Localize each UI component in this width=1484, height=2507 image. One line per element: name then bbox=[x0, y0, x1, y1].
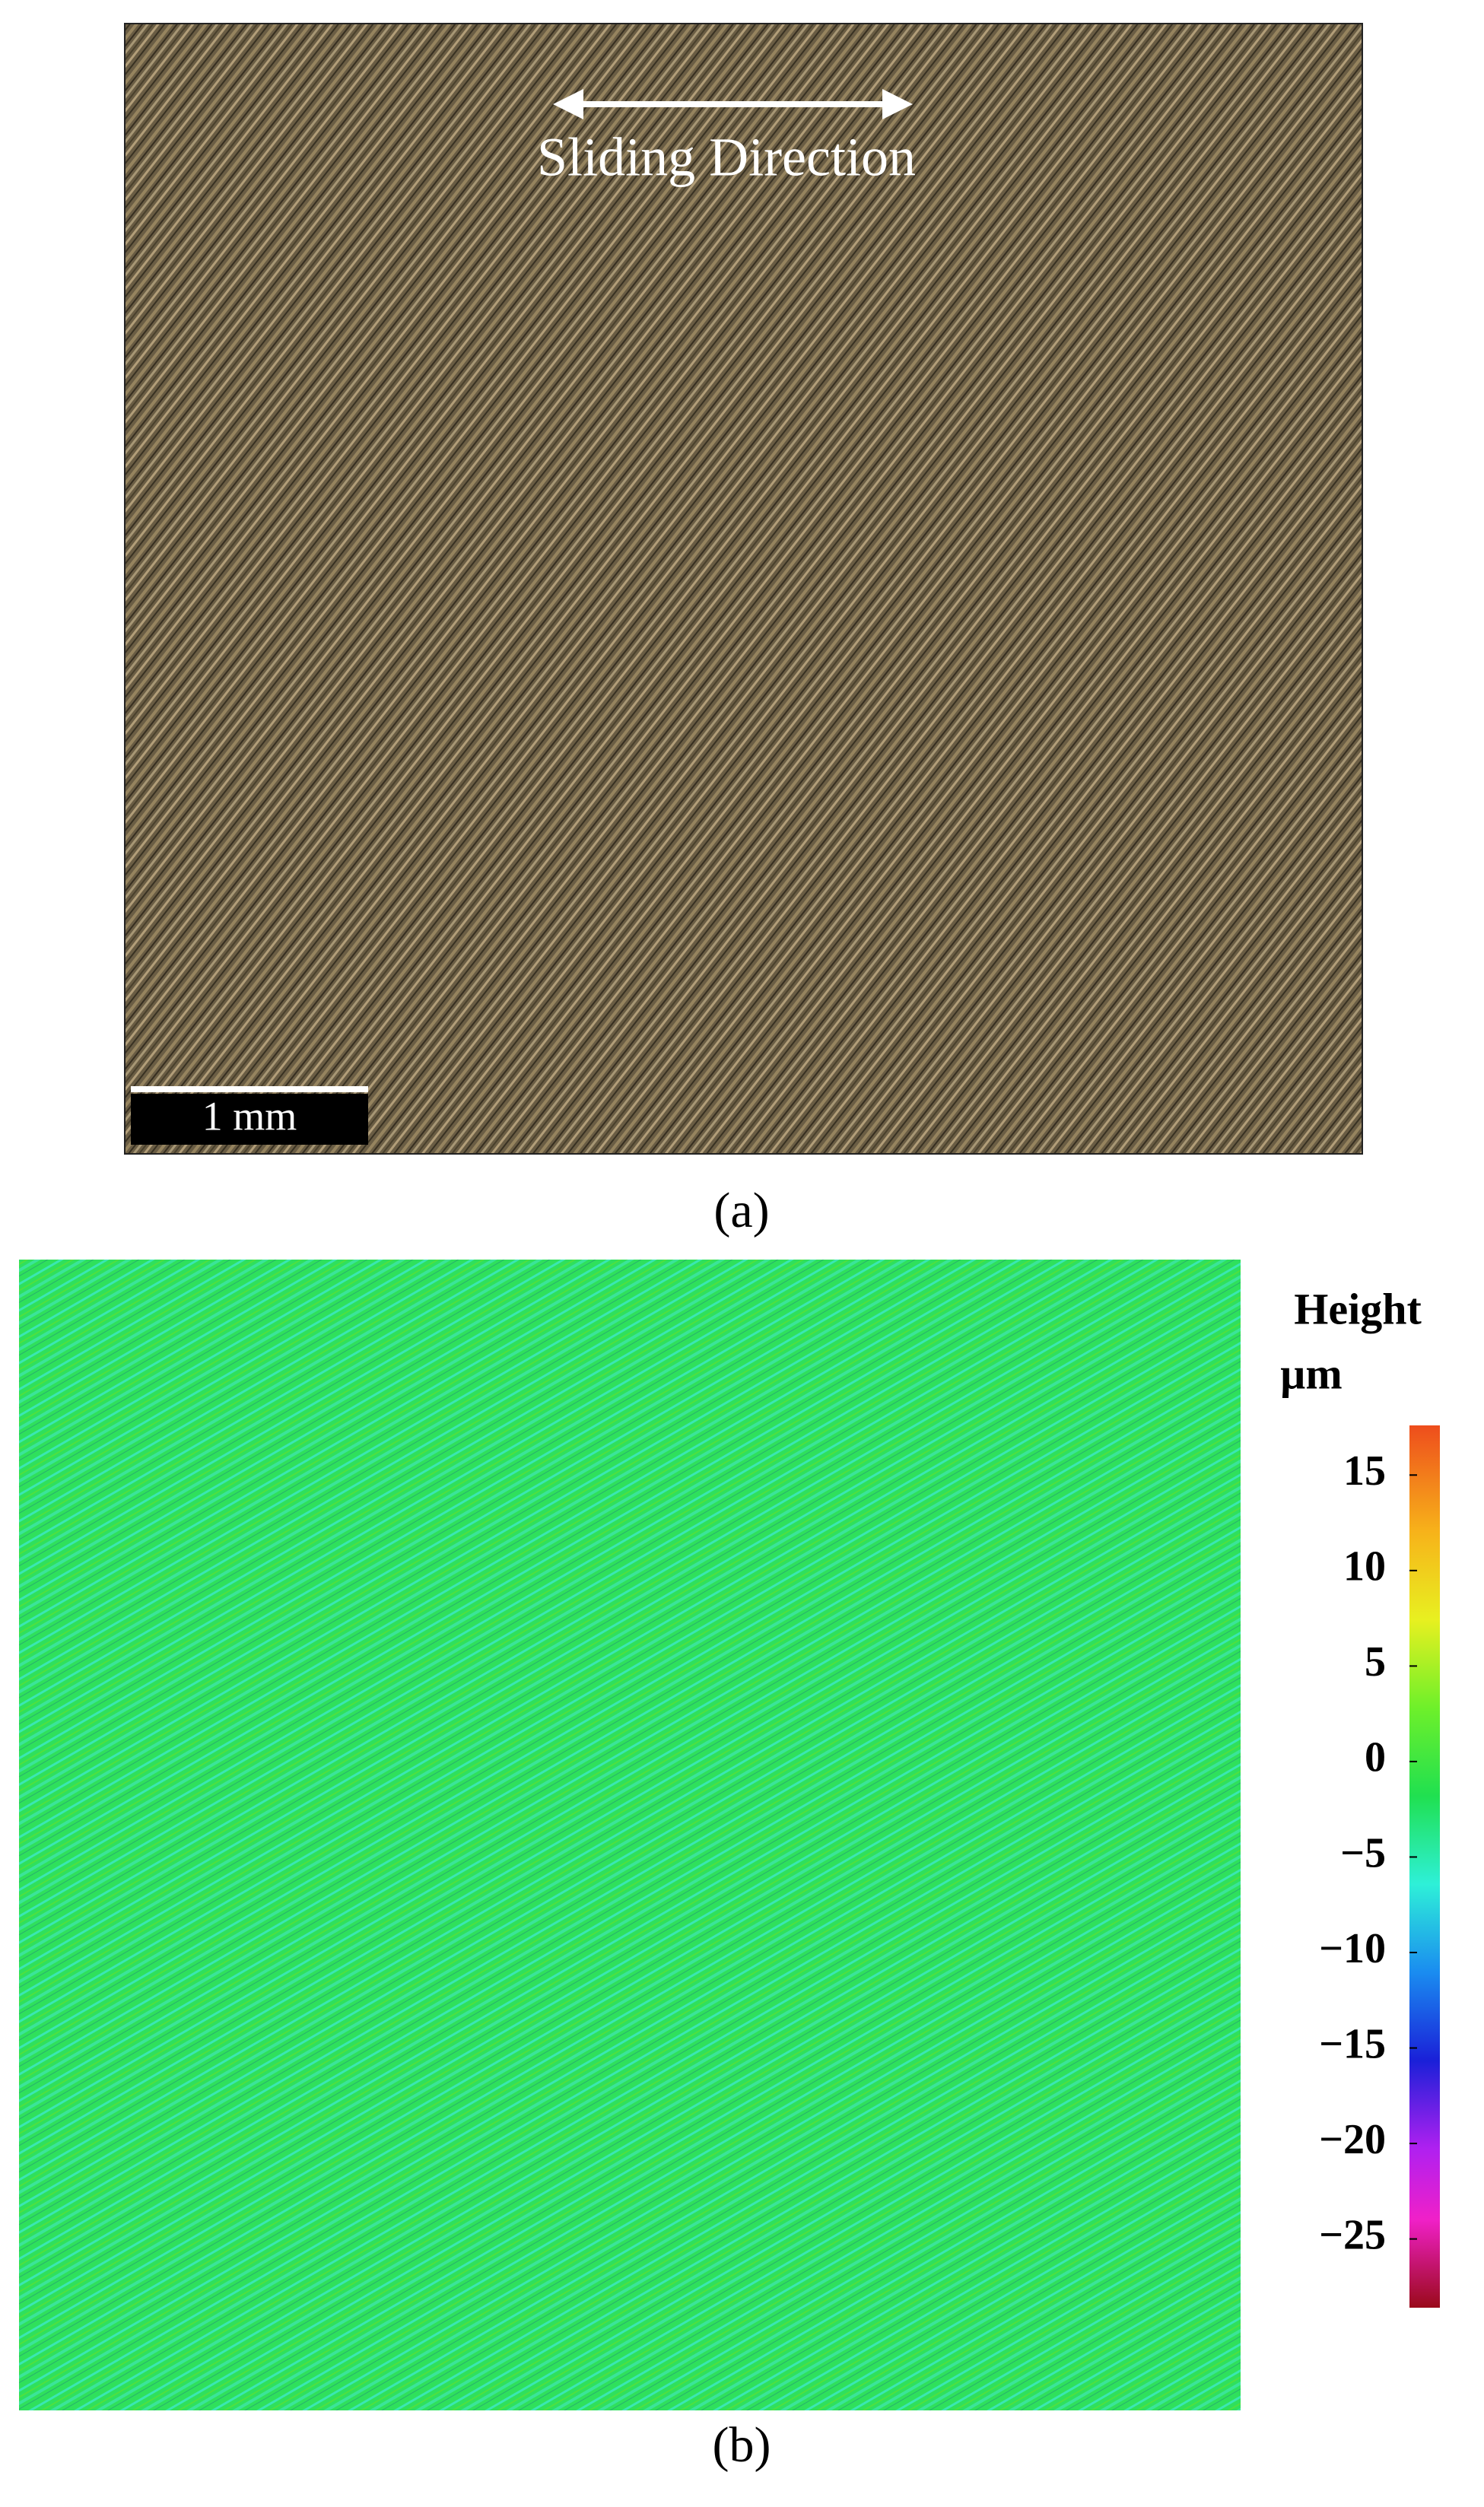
caption: (a) bbox=[713, 1183, 769, 1238]
colorbar-unit: µm bbox=[1280, 1349, 1343, 1398]
colorbar-title: Height bbox=[1294, 1284, 1422, 1333]
micrograph bbox=[124, 23, 1363, 1155]
scale-bar-box bbox=[131, 1094, 368, 1145]
colorbar-tick-label: 10 bbox=[1343, 1543, 1386, 1590]
colorbar-tick-label: −15 bbox=[1319, 2020, 1386, 2067]
colorbar-tick-label: −25 bbox=[1319, 2211, 1386, 2258]
colorbar-tick-label: −5 bbox=[1340, 1829, 1386, 1876]
colorbar-tick-label: −10 bbox=[1319, 1925, 1386, 1972]
colorbar-tick-label: 0 bbox=[1365, 1734, 1386, 1781]
colorbar-tick-label: −20 bbox=[1319, 2116, 1386, 2163]
colorbar bbox=[1409, 1425, 1440, 2308]
height-map bbox=[19, 1260, 1241, 2410]
annotation: Sliding Direction bbox=[537, 127, 916, 188]
caption: (b) bbox=[713, 2417, 771, 2473]
colorbar-tick-label: 5 bbox=[1365, 1638, 1386, 1686]
scale-bar-label: 1 mm bbox=[202, 1093, 297, 1139]
colorbar-tick-label: 15 bbox=[1343, 1447, 1386, 1495]
scale-bar-line bbox=[131, 1086, 368, 1092]
